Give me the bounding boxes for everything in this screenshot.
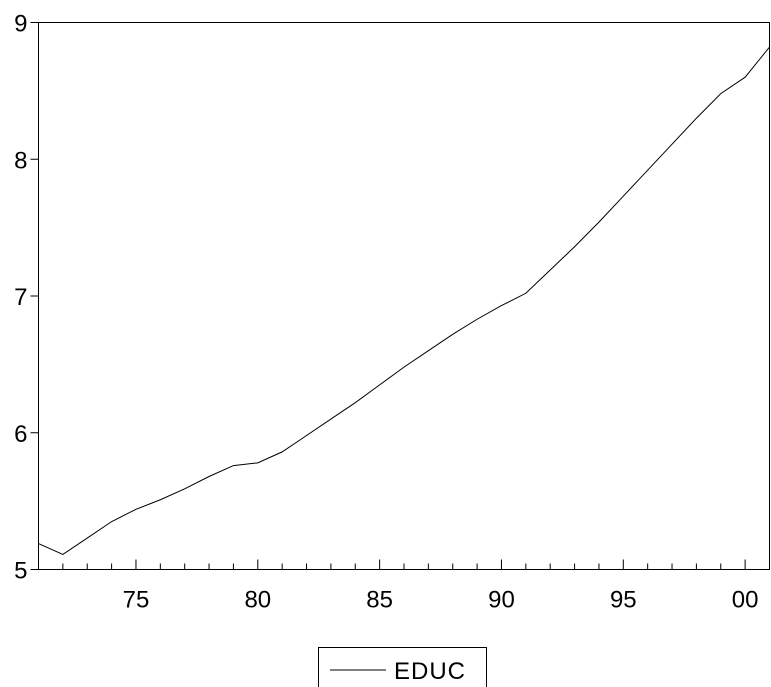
plot-frame [38, 22, 770, 570]
y-tick-label: 7 [14, 284, 27, 311]
y-tick-label: 8 [14, 147, 27, 174]
x-axis: 75 80 85 90 95 00 [38, 559, 770, 614]
y-tick-label: 6 [14, 421, 27, 448]
series-line-educ [38, 46, 770, 556]
x-tick-label: 80 [244, 587, 271, 614]
legend-label: EDUC [394, 658, 466, 685]
y-tick-label: 9 [14, 11, 27, 38]
x-tick-label: 90 [488, 587, 515, 614]
y-tick-label: 5 [14, 558, 27, 585]
x-tick-label: 00 [732, 587, 759, 614]
legend: EDUC [318, 647, 487, 687]
series-layer [38, 46, 770, 556]
x-tick-label: 95 [610, 587, 637, 614]
y-axis: 5 6 7 8 9 [14, 11, 39, 585]
legend-box [318, 647, 487, 687]
x-tick-label: 85 [366, 587, 393, 614]
x-tick-label: 75 [123, 587, 150, 614]
